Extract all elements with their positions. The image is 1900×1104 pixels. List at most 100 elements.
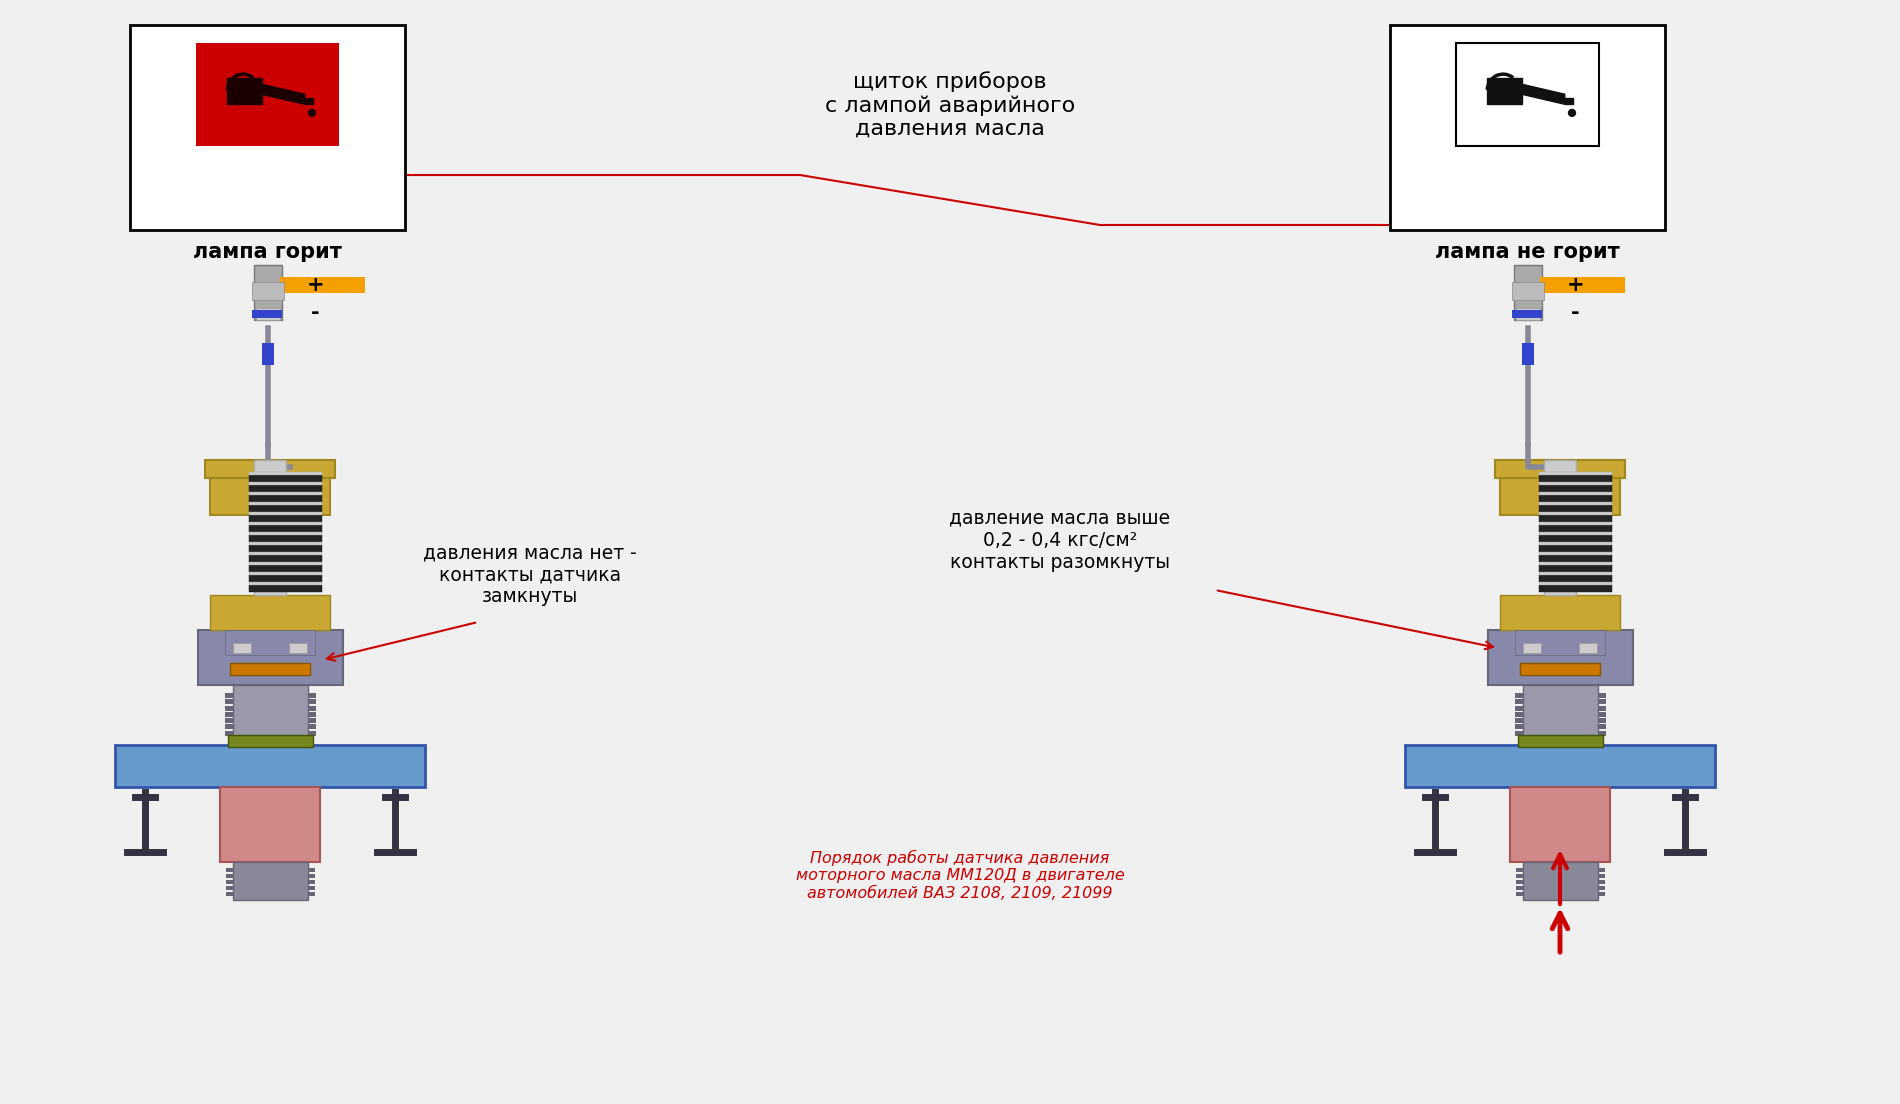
Bar [308, 887, 315, 890]
Bar [308, 718, 315, 723]
Bar [1522, 862, 1598, 900]
Bar [249, 585, 321, 592]
Bar [1516, 887, 1522, 890]
Bar [249, 485, 321, 492]
Bar [249, 555, 321, 562]
Bar [220, 787, 319, 862]
Bar [1522, 684, 1598, 745]
Bar [249, 545, 321, 552]
Bar [308, 693, 315, 698]
Bar [224, 712, 232, 716]
Bar [1598, 887, 1604, 890]
Bar [255, 308, 279, 320]
Bar [249, 582, 321, 585]
Bar [1404, 745, 1716, 787]
Bar [289, 643, 308, 652]
Bar [249, 482, 321, 485]
Bar [1598, 892, 1604, 896]
Bar [224, 724, 232, 730]
Bar [1514, 705, 1522, 711]
Text: давления масла нет -
контакты датчика
замкнуты: давления масла нет - контакты датчика за… [424, 543, 636, 606]
Text: щиток приборов
с лампой аварийного
давления масла: щиток приборов с лампой аварийного давле… [825, 71, 1075, 139]
Bar [1539, 575, 1611, 582]
Bar [251, 282, 283, 300]
Bar [1598, 874, 1604, 878]
Circle shape [1569, 109, 1575, 116]
Bar [1455, 43, 1600, 146]
Text: лампа не горит: лампа не горит [1434, 242, 1621, 262]
Bar [224, 718, 232, 723]
Bar [1514, 265, 1541, 320]
Bar [129, 25, 405, 230]
Bar [249, 535, 321, 542]
Bar [308, 880, 315, 884]
Bar [249, 552, 321, 555]
Bar [1539, 485, 1611, 492]
Bar [198, 630, 342, 684]
Text: лампа горит: лампа горит [194, 242, 342, 262]
Bar [308, 731, 315, 735]
Bar [1391, 25, 1664, 230]
Bar [1524, 643, 1541, 652]
Bar [249, 542, 321, 545]
Bar [1539, 514, 1611, 522]
Bar [1488, 630, 1632, 684]
Bar [1566, 98, 1573, 104]
Bar [1512, 282, 1543, 300]
Bar [1514, 699, 1522, 704]
Bar [1514, 731, 1522, 735]
Bar [1539, 542, 1611, 545]
Bar [1514, 724, 1522, 730]
Bar [1516, 874, 1522, 878]
Bar [238, 735, 302, 745]
Bar [232, 862, 308, 900]
Bar [308, 705, 315, 711]
Bar [1495, 460, 1624, 478]
Bar [1514, 693, 1522, 698]
Bar [230, 664, 310, 675]
Bar [1512, 310, 1541, 318]
Bar [1598, 699, 1605, 704]
Bar [1539, 532, 1611, 535]
Bar [1514, 630, 1606, 655]
Bar [1514, 712, 1522, 716]
Bar [1539, 502, 1611, 505]
Bar [226, 887, 232, 890]
Bar [1522, 343, 1533, 365]
Bar [308, 868, 315, 872]
Bar [205, 460, 334, 478]
Bar [251, 310, 281, 318]
Bar [228, 735, 312, 747]
Text: +: + [1568, 275, 1585, 295]
Bar [279, 277, 365, 293]
Bar [1516, 892, 1522, 896]
Bar [1598, 880, 1604, 884]
Bar [249, 473, 321, 475]
Bar [226, 874, 232, 878]
Bar [249, 492, 321, 495]
Bar [1520, 664, 1600, 675]
Bar [308, 699, 315, 704]
Bar [226, 868, 232, 872]
Bar [1539, 505, 1611, 512]
Bar [1510, 787, 1609, 862]
Bar [224, 693, 232, 698]
Bar [1539, 585, 1611, 592]
Bar [116, 745, 426, 787]
Bar [1499, 595, 1621, 630]
Bar [211, 460, 331, 514]
Bar [249, 514, 321, 522]
Bar [249, 532, 321, 535]
Bar [1539, 565, 1611, 572]
Polygon shape [1522, 84, 1566, 104]
Polygon shape [228, 78, 262, 104]
Bar [226, 880, 232, 884]
Text: +: + [306, 275, 325, 295]
Polygon shape [262, 84, 304, 104]
Bar [1516, 880, 1522, 884]
Bar [1528, 735, 1592, 745]
Bar [249, 575, 321, 582]
Bar [1598, 724, 1605, 730]
Bar [232, 684, 308, 745]
Bar [224, 630, 315, 655]
